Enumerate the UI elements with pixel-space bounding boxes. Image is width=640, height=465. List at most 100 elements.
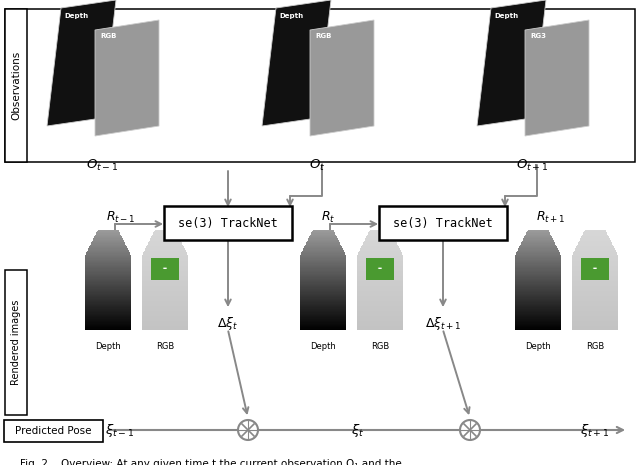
FancyBboxPatch shape <box>142 297 188 299</box>
FancyBboxPatch shape <box>357 304 403 305</box>
FancyBboxPatch shape <box>304 247 342 249</box>
FancyBboxPatch shape <box>142 288 188 290</box>
FancyBboxPatch shape <box>357 302 403 304</box>
FancyBboxPatch shape <box>300 321 346 323</box>
FancyBboxPatch shape <box>312 231 334 232</box>
FancyBboxPatch shape <box>142 255 188 256</box>
FancyBboxPatch shape <box>143 252 187 254</box>
FancyBboxPatch shape <box>518 250 559 251</box>
FancyBboxPatch shape <box>523 239 553 240</box>
FancyBboxPatch shape <box>366 236 394 238</box>
FancyBboxPatch shape <box>300 327 346 329</box>
FancyBboxPatch shape <box>4 420 103 442</box>
FancyBboxPatch shape <box>142 324 188 325</box>
FancyBboxPatch shape <box>148 242 182 244</box>
FancyBboxPatch shape <box>142 304 188 305</box>
FancyBboxPatch shape <box>307 241 339 243</box>
FancyBboxPatch shape <box>368 232 392 234</box>
FancyBboxPatch shape <box>300 292 346 294</box>
FancyBboxPatch shape <box>515 311 561 312</box>
FancyBboxPatch shape <box>142 286 188 287</box>
FancyBboxPatch shape <box>142 295 188 296</box>
FancyBboxPatch shape <box>85 313 131 315</box>
FancyBboxPatch shape <box>572 259 618 260</box>
FancyBboxPatch shape <box>142 270 188 271</box>
FancyBboxPatch shape <box>85 270 131 271</box>
FancyBboxPatch shape <box>142 262 188 264</box>
Circle shape <box>238 420 258 440</box>
FancyBboxPatch shape <box>572 316 618 318</box>
FancyBboxPatch shape <box>300 282 346 284</box>
FancyBboxPatch shape <box>300 275 346 276</box>
FancyBboxPatch shape <box>572 265 618 266</box>
FancyBboxPatch shape <box>572 276 618 278</box>
FancyBboxPatch shape <box>572 317 618 319</box>
FancyBboxPatch shape <box>515 257 561 259</box>
FancyBboxPatch shape <box>142 292 188 294</box>
FancyBboxPatch shape <box>525 235 551 236</box>
FancyBboxPatch shape <box>572 284 618 285</box>
FancyBboxPatch shape <box>164 206 292 240</box>
FancyBboxPatch shape <box>301 252 345 254</box>
FancyBboxPatch shape <box>572 321 618 323</box>
Text: $O_t$: $O_t$ <box>309 158 325 173</box>
FancyBboxPatch shape <box>515 285 561 286</box>
FancyBboxPatch shape <box>515 261 561 263</box>
FancyBboxPatch shape <box>142 279 188 280</box>
FancyBboxPatch shape <box>150 239 180 240</box>
FancyBboxPatch shape <box>142 281 188 283</box>
FancyBboxPatch shape <box>572 325 618 326</box>
FancyBboxPatch shape <box>142 325 188 326</box>
FancyBboxPatch shape <box>300 307 346 309</box>
FancyBboxPatch shape <box>85 306 131 307</box>
FancyBboxPatch shape <box>572 310 618 311</box>
FancyBboxPatch shape <box>300 310 346 311</box>
FancyBboxPatch shape <box>85 325 131 326</box>
FancyBboxPatch shape <box>142 280 188 281</box>
FancyBboxPatch shape <box>357 261 403 263</box>
FancyBboxPatch shape <box>142 271 188 272</box>
FancyBboxPatch shape <box>357 264 403 265</box>
FancyBboxPatch shape <box>357 284 403 285</box>
FancyBboxPatch shape <box>357 281 403 283</box>
FancyBboxPatch shape <box>85 295 131 296</box>
FancyBboxPatch shape <box>357 326 403 327</box>
FancyBboxPatch shape <box>92 241 124 243</box>
FancyBboxPatch shape <box>86 252 130 254</box>
FancyBboxPatch shape <box>575 248 615 250</box>
FancyBboxPatch shape <box>300 285 346 286</box>
FancyBboxPatch shape <box>520 244 556 245</box>
FancyBboxPatch shape <box>515 292 561 294</box>
FancyBboxPatch shape <box>142 256 188 258</box>
FancyBboxPatch shape <box>520 246 557 247</box>
FancyBboxPatch shape <box>85 292 131 294</box>
FancyBboxPatch shape <box>516 252 560 254</box>
FancyBboxPatch shape <box>300 306 346 307</box>
FancyBboxPatch shape <box>365 239 395 240</box>
FancyBboxPatch shape <box>85 277 131 279</box>
FancyBboxPatch shape <box>300 286 346 287</box>
FancyBboxPatch shape <box>85 255 131 256</box>
FancyBboxPatch shape <box>142 310 188 311</box>
FancyBboxPatch shape <box>85 264 131 265</box>
Text: $\xi_{t-1}$: $\xi_{t-1}$ <box>105 421 135 438</box>
FancyBboxPatch shape <box>515 288 561 290</box>
Text: se(3) TrackNet: se(3) TrackNet <box>178 217 278 230</box>
FancyBboxPatch shape <box>361 247 399 249</box>
FancyBboxPatch shape <box>515 305 561 306</box>
FancyBboxPatch shape <box>516 253 561 255</box>
FancyBboxPatch shape <box>142 296 188 298</box>
FancyBboxPatch shape <box>97 230 118 231</box>
FancyBboxPatch shape <box>85 287 131 289</box>
FancyBboxPatch shape <box>305 245 341 246</box>
FancyBboxPatch shape <box>142 266 188 267</box>
FancyBboxPatch shape <box>574 251 616 252</box>
FancyBboxPatch shape <box>572 312 618 314</box>
FancyBboxPatch shape <box>85 307 131 309</box>
FancyBboxPatch shape <box>85 327 131 329</box>
FancyBboxPatch shape <box>357 276 403 278</box>
FancyBboxPatch shape <box>150 240 180 241</box>
Text: $R_t$: $R_t$ <box>321 210 335 225</box>
FancyBboxPatch shape <box>357 275 403 276</box>
FancyBboxPatch shape <box>572 267 618 269</box>
